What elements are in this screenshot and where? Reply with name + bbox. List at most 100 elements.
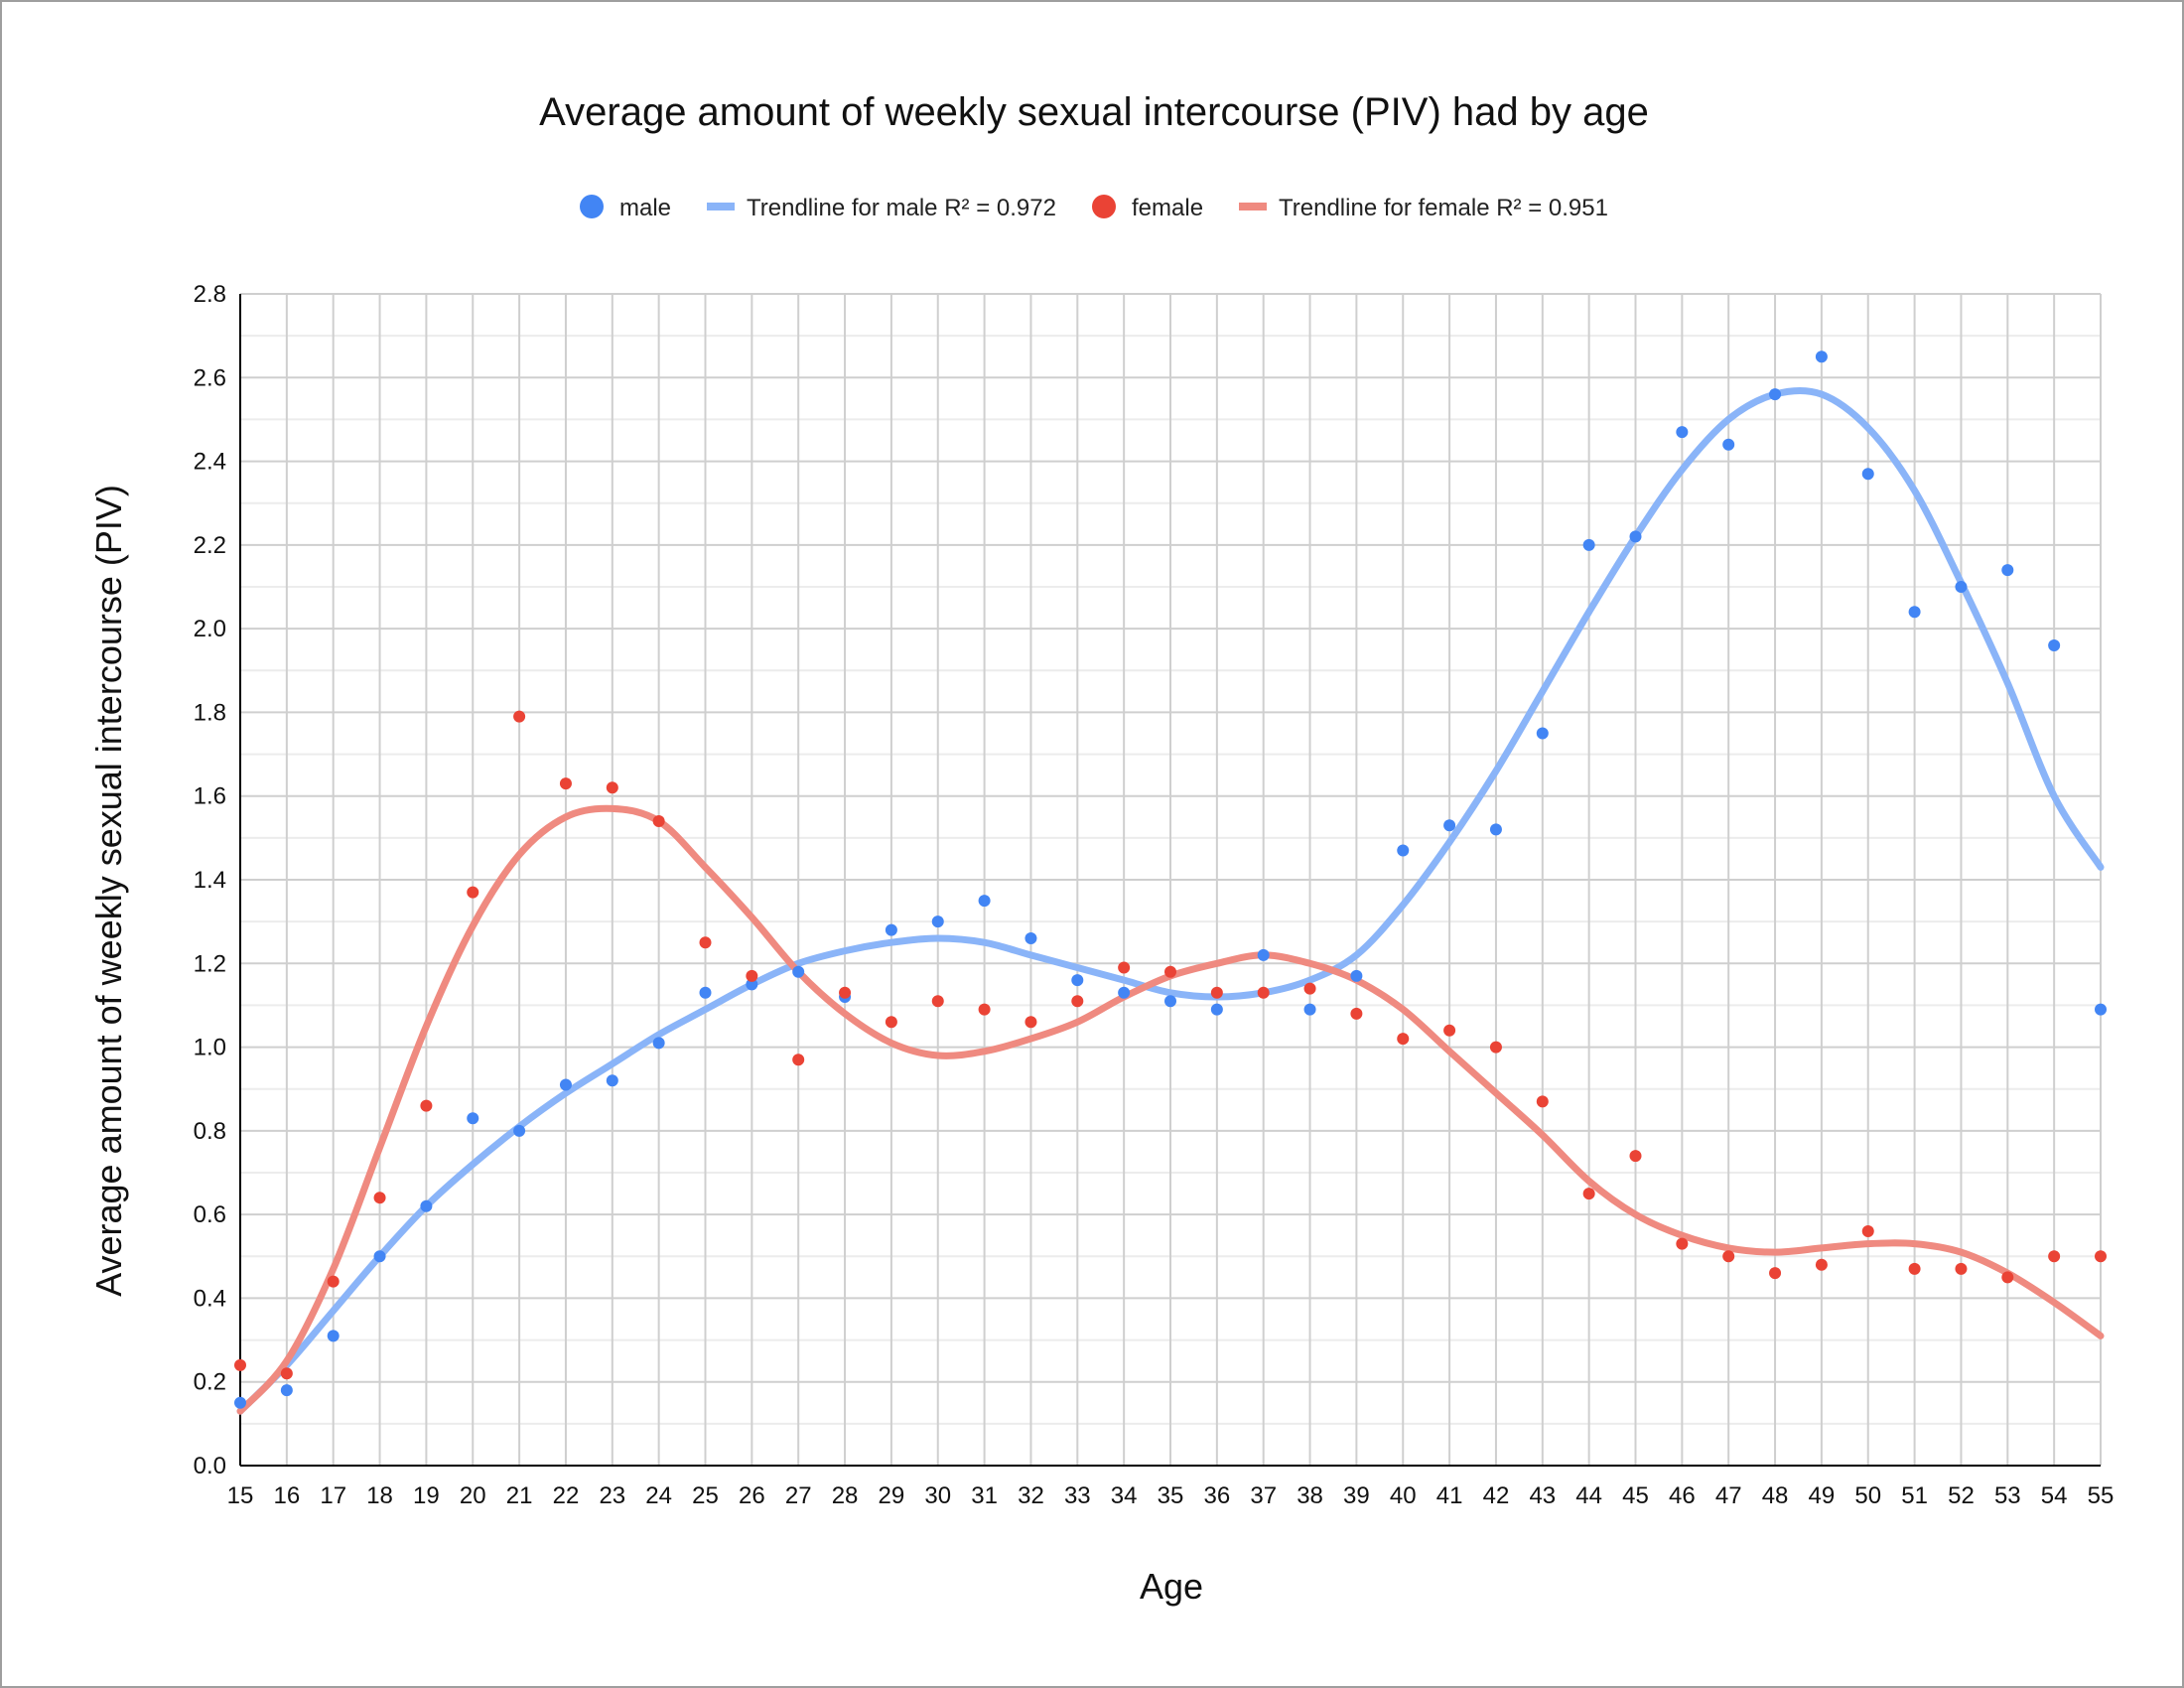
y-tick-label: 2.2	[194, 532, 226, 559]
point-female	[1676, 1237, 1689, 1250]
point-female	[2095, 1250, 2107, 1263]
y-axis-title: Average amount of weekly sexual intercou…	[88, 485, 129, 1297]
point-female	[1164, 965, 1176, 978]
point-male	[1955, 581, 1968, 593]
x-tick-label: 25	[692, 1482, 719, 1509]
y-tick-label: 0.8	[194, 1118, 226, 1145]
point-male	[559, 1078, 572, 1091]
point-male	[420, 1199, 433, 1212]
x-tick-label: 21	[506, 1482, 533, 1509]
y-tick-label: 0.0	[194, 1453, 226, 1479]
point-male	[327, 1330, 340, 1342]
x-tick-label: 28	[832, 1482, 859, 1509]
point-male	[1397, 844, 1410, 857]
x-tick-label: 46	[1669, 1482, 1696, 1509]
x-tick-label: 27	[785, 1482, 812, 1509]
label-layer: 0.0 0.2 0.4 0.6 0.8 1.0 1.2 1.4 1.6 1.8 2.0 2.2 2.4 2…	[194, 281, 2115, 1509]
point-female	[1489, 1041, 1502, 1054]
x-tick-label: 31	[971, 1482, 998, 1509]
x-tick-label: 32	[1018, 1482, 1044, 1509]
point-male	[513, 1124, 526, 1137]
y-tick-label: 2.4	[194, 449, 226, 476]
point-female	[1861, 1225, 1874, 1237]
point-male	[1071, 974, 1084, 987]
point-male	[1210, 1003, 1223, 1016]
point-male	[978, 895, 991, 908]
point-male	[1676, 426, 1689, 439]
legend-label: male	[619, 195, 671, 221]
y-tick-label: 1.0	[194, 1035, 226, 1061]
point-male	[1536, 727, 1549, 740]
point-female	[1024, 1016, 1037, 1029]
legend: male Trendline for male R² = 0.972 female T…	[580, 195, 1608, 221]
legend-label: Trendline for female R² = 0.951	[1279, 195, 1608, 221]
x-tick-label: 48	[1762, 1482, 1789, 1509]
y-tick-label: 1.4	[194, 867, 226, 894]
point-male	[1024, 932, 1037, 944]
point-male	[1350, 969, 1363, 982]
point-male	[1118, 986, 1131, 999]
point-female	[1443, 1024, 1456, 1037]
x-tick-label: 37	[1250, 1482, 1277, 1509]
point-male	[2048, 639, 2061, 651]
point-female	[1908, 1262, 1921, 1275]
point-female	[1257, 986, 1270, 999]
point-female	[280, 1367, 293, 1380]
x-tick-label: 42	[1483, 1482, 1510, 1509]
x-tick-label: 45	[1622, 1482, 1649, 1509]
point-female	[1071, 995, 1084, 1008]
x-tick-label: 50	[1854, 1482, 1881, 1509]
point-female	[559, 777, 572, 790]
point-male	[234, 1396, 246, 1409]
legend-label: Trendline for male R² = 0.972	[747, 195, 1056, 221]
point-female	[699, 936, 712, 949]
legend-item-1: male	[580, 195, 671, 221]
point-female	[1815, 1258, 1828, 1271]
point-female	[885, 1016, 897, 1029]
x-tick-label: 55	[2088, 1482, 2115, 1509]
point-male	[792, 965, 805, 978]
legend-item-4: Trendline for female R² = 0.951	[1239, 195, 1608, 221]
x-tick-label: 19	[413, 1482, 440, 1509]
x-tick-label: 30	[924, 1482, 951, 1509]
point-male	[746, 978, 758, 991]
y-tick-label: 1.8	[194, 699, 226, 726]
point-female	[978, 1003, 991, 1016]
point-female	[467, 886, 479, 899]
point-male	[699, 986, 712, 999]
point-male	[2001, 564, 2014, 577]
x-tick-label: 36	[1203, 1482, 1230, 1509]
x-tick-label: 24	[645, 1482, 672, 1509]
y-tick-label: 0.6	[194, 1201, 226, 1228]
x-tick-label: 47	[1715, 1482, 1742, 1509]
point-female	[931, 995, 944, 1008]
point-male	[885, 923, 897, 936]
y-tick-label: 1.2	[194, 950, 226, 977]
point-female	[1210, 986, 1223, 999]
axis-layer	[239, 294, 2101, 1467]
x-tick-label: 44	[1575, 1482, 1602, 1509]
point-male	[1815, 351, 1828, 363]
x-tick-label: 22	[553, 1482, 580, 1509]
y-tick-label: 1.6	[194, 783, 226, 810]
x-tick-label: 38	[1297, 1482, 1323, 1509]
point-male	[1164, 995, 1176, 1008]
x-tick-label: 54	[2041, 1482, 2068, 1509]
point-male	[1629, 530, 1642, 543]
legend-item-3: female	[1092, 195, 1203, 221]
point-female	[1582, 1188, 1595, 1200]
legend-marker-icon	[1092, 195, 1116, 218]
point-female	[1118, 961, 1131, 974]
point-female	[1350, 1007, 1363, 1020]
point-male	[1582, 538, 1595, 551]
x-tick-label: 20	[460, 1482, 486, 1509]
point-male	[1769, 388, 1782, 401]
y-tick-label: 0.4	[194, 1285, 226, 1312]
point-male	[1257, 948, 1270, 961]
point-male	[1861, 468, 1874, 481]
x-tick-label: 26	[739, 1482, 765, 1509]
point-male	[467, 1112, 479, 1125]
x-tick-label: 39	[1343, 1482, 1370, 1509]
